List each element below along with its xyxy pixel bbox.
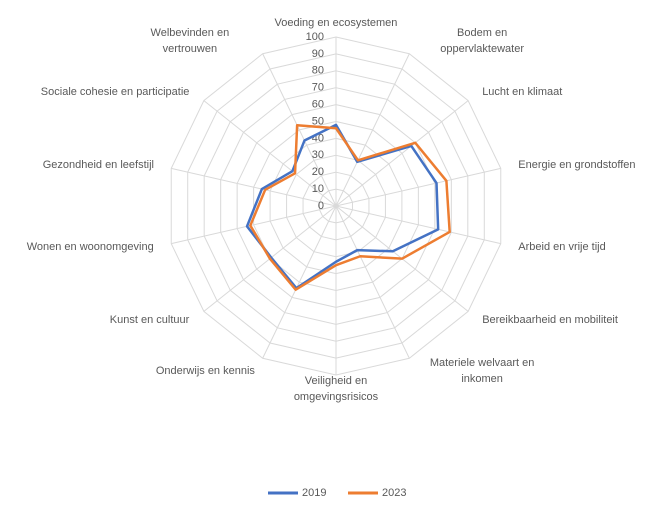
r-tick-label: 70 [312,82,324,94]
spoke [335,205,410,359]
series-line [249,124,451,291]
spoke [262,53,337,207]
spoke [335,167,501,207]
spoke [262,205,337,359]
category-label: Bodem en oppervlaktewater [440,27,525,56]
r-tick-label: 30 [312,149,324,161]
legend-label: 2019 [302,487,326,499]
series-line [245,123,440,290]
spoke [335,100,469,207]
category-label: Gezondheid en leefstijl [42,159,154,172]
r-tick-label: 10 [312,183,324,195]
category-label: Sociale cohesie en participatie [40,85,190,98]
spoke [335,205,501,245]
legend-label: 2023 [382,487,406,499]
r-tick-label: 80 [312,65,324,77]
category-label: Bereikbaarheid en mobiliteit [482,314,618,327]
r-tick-label: 0 [318,200,324,212]
r-tick-label: 90 [312,48,324,60]
r-tick-label: 60 [312,99,324,111]
spoke [171,167,337,207]
category-label: Lucht en klimaat [482,85,563,98]
category-label: Voeding en ecosystemen [274,17,398,29]
category-label: Kunst en cultuur [109,314,190,327]
r-tick-label: 50 [312,115,324,127]
category-label: Arbeid en vrije tijd [518,240,606,253]
category-label: Wonen en woonomgeving [26,240,154,253]
r-tick-label: 100 [306,31,324,43]
category-label: Onderwijs en kennis [155,364,255,377]
spoke [335,53,410,207]
category-label: Materiele welvaart en inkomen [429,356,535,385]
category-label: Veiligheid en omgevingsrisicos [293,375,379,403]
spoke [203,100,337,207]
spoke [171,205,337,245]
category-label: Energie en grondstoffen [518,159,636,172]
r-tick-label: 20 [312,166,324,178]
category-label: Welbevinden en vertrouwen [150,27,230,56]
